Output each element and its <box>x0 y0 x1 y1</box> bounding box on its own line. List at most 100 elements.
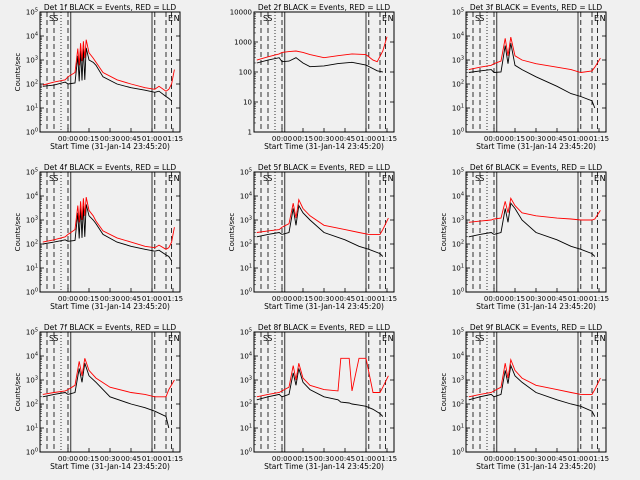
y-tick-label: 104 <box>452 352 464 361</box>
panel-title: Det 2f BLACK = Events, RED = LLD <box>258 3 391 12</box>
x-tick-label: 00:00 <box>58 295 78 303</box>
y-tick-label: 103 <box>26 376 38 385</box>
x-tick-label: 00:15 <box>293 295 313 303</box>
y-tick-label: 105 <box>240 328 252 337</box>
x-tick-label: 00:30 <box>314 455 334 463</box>
y-tick-label: 104 <box>26 32 38 41</box>
y-axis-label: Counts/sec <box>228 213 236 252</box>
y-tick-label: 105 <box>452 168 464 177</box>
x-tick-label: 01:00 <box>568 295 588 303</box>
panel-letter: S <box>53 174 58 183</box>
x-tick-label: 00:45 <box>335 135 355 143</box>
x-tick-label: 00:00 <box>58 135 78 143</box>
y-tick-label: 103 <box>240 216 252 225</box>
panel-letter: S <box>267 174 272 183</box>
panel-letter: S <box>263 334 268 343</box>
panel-letter: S <box>49 174 54 183</box>
x-tick-label: 00:15 <box>505 135 525 143</box>
panel-letter: S <box>49 334 54 343</box>
panel-title: Det 9f BLACK = Events, RED = LLD <box>470 323 603 332</box>
panel-letter: N <box>174 334 180 343</box>
y-tick-label: 101 <box>240 424 252 433</box>
lld-series-line <box>468 197 601 223</box>
x-tick-label: 00:00 <box>58 455 78 463</box>
panel-letter: S <box>475 334 480 343</box>
y-tick-label: 100 <box>452 288 464 297</box>
panel-letter: E <box>594 334 599 343</box>
panel-title: Det 4f BLACK = Events, RED = LLD <box>44 163 177 172</box>
x-tick-label: 00:45 <box>547 135 567 143</box>
x-tick-label: 00:15 <box>293 135 313 143</box>
panel-letter: N <box>600 334 606 343</box>
panel-letter: N <box>174 174 180 183</box>
panel-letter: S <box>479 334 484 343</box>
panel-title: Det 6f BLACK = Events, RED = LLD <box>470 163 603 172</box>
x-tick-label: 01:00 <box>568 455 588 463</box>
panel-title: Det 3f BLACK = Events, RED = LLD <box>470 3 603 12</box>
events-series-line <box>468 363 596 417</box>
detector-panel-5: Det 5f BLACK = Events, RED = LLD 100 101 10… <box>228 163 397 311</box>
y-tick-label: 104 <box>452 192 464 201</box>
panel-letter: S <box>479 14 484 23</box>
x-tick-label: 00:45 <box>335 455 355 463</box>
x-tick-label: 00:15 <box>79 455 99 463</box>
y-tick-label: 103 <box>452 56 464 65</box>
lld-series-line <box>468 357 601 398</box>
x-tick-label: 01:15 <box>163 295 183 303</box>
y-tick-label: 105 <box>26 8 38 17</box>
y-tick-label: 104 <box>26 192 38 201</box>
y-tick-label: 103 <box>452 216 464 225</box>
panel-letter: S <box>475 14 480 23</box>
panel-letter: E <box>382 174 387 183</box>
panel-letter: E <box>168 174 173 183</box>
x-tick-label: 01:00 <box>142 455 162 463</box>
lld-series-line <box>256 357 389 398</box>
x-axis-label: Start Time (31-Jan-14 23:45:20) <box>50 142 170 151</box>
y-tick-label: 100 <box>452 128 464 137</box>
panel-letter: E <box>168 334 173 343</box>
panel-letter: N <box>600 174 606 183</box>
lld-series-line <box>468 37 601 73</box>
y-tick-label: 10000 <box>230 9 252 17</box>
x-tick-label: 00:45 <box>121 455 141 463</box>
panel-title: Det 5f BLACK = Events, RED = LLD <box>258 163 391 172</box>
y-tick-label: 102 <box>240 240 252 249</box>
events-series-line <box>468 202 596 257</box>
events-series-line <box>42 363 170 429</box>
x-tick-label: 01:15 <box>589 455 609 463</box>
x-tick-label: 00:00 <box>484 455 504 463</box>
panel-letter: S <box>53 334 58 343</box>
x-axis-label: Start Time (31-Jan-14 23:45:20) <box>476 462 596 471</box>
x-tick-label: 01:00 <box>356 455 376 463</box>
x-tick-label: 01:00 <box>142 295 162 303</box>
x-axis-label: Start Time (31-Jan-14 23:45:20) <box>476 142 596 151</box>
y-tick-label: 102 <box>26 400 38 409</box>
x-tick-label: 00:30 <box>100 295 120 303</box>
detector-panel-1: Det 1f BLACK = Events, RED = LLD 100 101 10… <box>14 3 183 151</box>
x-tick-label: 00:45 <box>547 455 567 463</box>
x-axis-label: Start Time (31-Jan-14 23:45:20) <box>476 302 596 311</box>
y-tick-label: 102 <box>452 240 464 249</box>
detector-panel-9: Det 9f BLACK = Events, RED = LLD 100 101 10… <box>440 323 609 471</box>
detector-panel-6: Det 6f BLACK = Events, RED = LLD 100 101 10… <box>440 163 609 311</box>
panel-letter: N <box>600 14 606 23</box>
y-tick-label: 1 <box>248 129 252 137</box>
y-tick-label: 101 <box>240 264 252 273</box>
x-axis-label: Start Time (31-Jan-14 23:45:20) <box>264 462 384 471</box>
detector-panel-8: Det 8f BLACK = Events, RED = LLD 100 101 10… <box>240 323 397 471</box>
y-axis-label: Counts/sec <box>14 53 22 92</box>
x-tick-label: 01:15 <box>377 295 397 303</box>
panel-letter: E <box>168 14 173 23</box>
x-tick-label: 00:00 <box>272 135 292 143</box>
x-tick-label: 00:45 <box>121 135 141 143</box>
panel-letter: S <box>263 14 268 23</box>
y-tick-label: 101 <box>26 264 38 273</box>
events-series-line <box>256 204 384 257</box>
x-tick-label: 00:00 <box>272 455 292 463</box>
x-axis-label: Start Time (31-Jan-14 23:45:20) <box>264 302 384 311</box>
y-tick-label: 104 <box>240 352 252 361</box>
panel-letter: S <box>479 174 484 183</box>
x-tick-label: 01:15 <box>163 135 183 143</box>
events-series-line <box>468 43 596 109</box>
panel-letter: S <box>475 174 480 183</box>
